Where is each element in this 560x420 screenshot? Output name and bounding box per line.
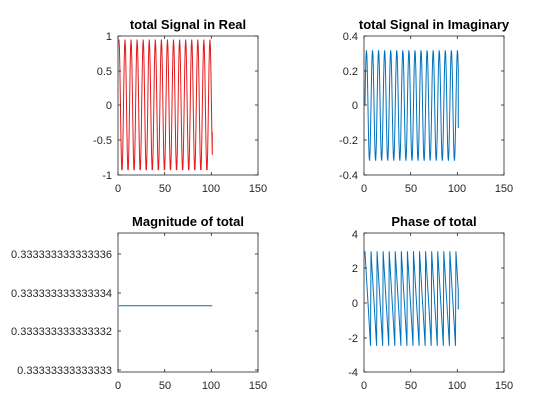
y-tick-label: 0.33333333333333 bbox=[17, 365, 112, 377]
y-tick-label: 0.333333333333336 bbox=[11, 249, 112, 261]
y-tick-label: 0.4 bbox=[343, 31, 358, 43]
x-tick-label: 100 bbox=[202, 183, 220, 195]
y-tick-label: 0.333333333333332 bbox=[11, 326, 112, 338]
x-tick-label: 100 bbox=[448, 380, 466, 392]
y-tick-label: 0 bbox=[352, 100, 358, 112]
x-axis: 0 50 100 150 bbox=[361, 380, 513, 392]
y-tick-label: -0.2 bbox=[339, 135, 358, 147]
y-tick-label: 0.2 bbox=[343, 66, 358, 78]
y-tick-label: 0.333333333333334 bbox=[11, 288, 112, 300]
series-imaginary bbox=[364, 50, 459, 161]
x-tick-label: 0 bbox=[115, 380, 121, 392]
x-tick-label: 50 bbox=[405, 380, 417, 392]
y-axis: 0.333333333333336 0.333333333333334 0.33… bbox=[11, 249, 112, 377]
series-line bbox=[364, 251, 459, 346]
chart-panel-magnitude: Magnitude of total 0.333333333333336 0.3… bbox=[11, 214, 267, 392]
chart-title: total Signal in Imaginary bbox=[359, 17, 510, 32]
y-tick-label: 1 bbox=[106, 31, 112, 43]
chart-panel-phase: Phase of total 4 2 0 -2 -4 0 50 100 150 bbox=[348, 214, 513, 392]
x-axis: 0 50 100 150 bbox=[361, 183, 513, 195]
series-line bbox=[118, 39, 213, 171]
x-tick-label: 0 bbox=[361, 183, 367, 195]
y-tick-label: -4 bbox=[348, 367, 358, 379]
y-tick-label: 0 bbox=[106, 100, 112, 112]
x-tick-label: 150 bbox=[495, 380, 513, 392]
y-axis: 1 0.5 0 -0.5 -1 bbox=[93, 31, 112, 182]
y-tick-label: 0.5 bbox=[97, 66, 112, 78]
x-tick-label: 150 bbox=[249, 183, 267, 195]
series-line bbox=[364, 50, 459, 161]
plot-area bbox=[363, 232, 505, 373]
x-tick-label: 50 bbox=[159, 380, 171, 392]
tick-marks bbox=[363, 232, 505, 373]
x-tick-label: 150 bbox=[249, 380, 267, 392]
plot-area bbox=[117, 232, 259, 373]
y-tick-label: -0.4 bbox=[339, 170, 358, 182]
y-tick-label: -2 bbox=[348, 333, 358, 345]
x-axis: 0 50 100 150 bbox=[115, 380, 267, 392]
chart-title: Phase of total bbox=[391, 214, 476, 229]
x-tick-label: 0 bbox=[361, 380, 367, 392]
y-tick-label: 4 bbox=[352, 229, 358, 241]
tick-marks bbox=[117, 233, 259, 372]
x-axis: 0 50 100 150 bbox=[115, 183, 267, 195]
chart-panel-real: total Signal in Real 1 0.5 0 -0.5 -1 0 5… bbox=[93, 17, 267, 195]
tick-marks bbox=[117, 35, 259, 176]
chart-panel-imaginary: total Signal in Imaginary 0.4 0.2 0 -0.2… bbox=[339, 17, 513, 195]
y-tick-label: -0.5 bbox=[93, 135, 112, 147]
y-tick-label: 0 bbox=[352, 298, 358, 310]
x-tick-label: 100 bbox=[202, 380, 220, 392]
x-tick-label: 50 bbox=[405, 183, 417, 195]
chart-title: total Signal in Real bbox=[130, 17, 246, 32]
chart-title: Magnitude of total bbox=[132, 214, 244, 229]
x-tick-label: 0 bbox=[115, 183, 121, 195]
y-tick-label: -1 bbox=[102, 170, 112, 182]
series-phase bbox=[364, 251, 459, 346]
y-axis: 4 2 0 -2 -4 bbox=[348, 229, 358, 379]
x-tick-label: 150 bbox=[495, 183, 513, 195]
y-tick-label: 2 bbox=[352, 263, 358, 275]
series-real bbox=[118, 39, 213, 171]
y-axis: 0.4 0.2 0 -0.2 -0.4 bbox=[339, 31, 358, 182]
tick-marks bbox=[363, 35, 505, 176]
x-tick-label: 50 bbox=[159, 183, 171, 195]
x-tick-label: 100 bbox=[448, 183, 466, 195]
